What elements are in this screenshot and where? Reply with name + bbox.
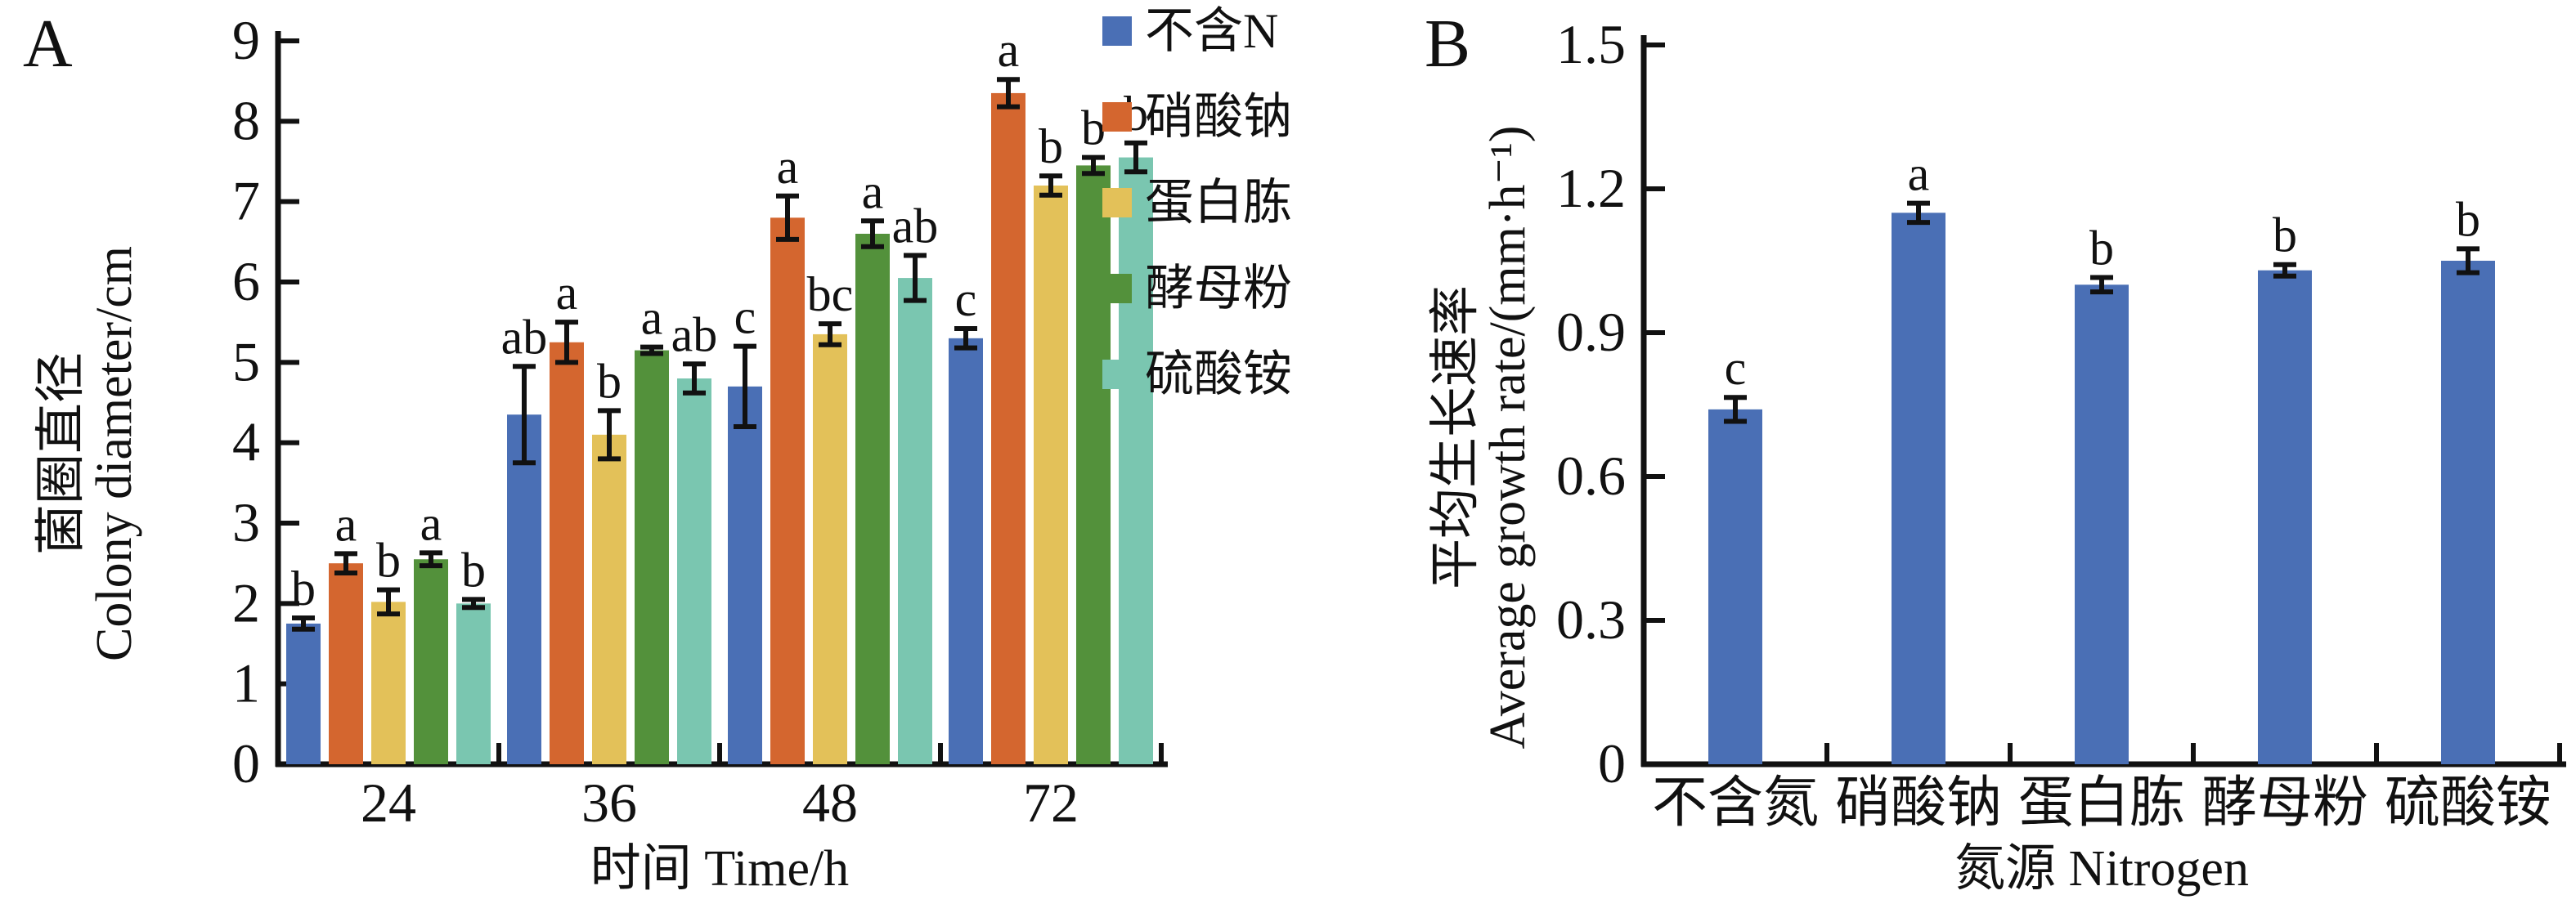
significance-letter: b bbox=[2273, 208, 2297, 262]
significance-letter: c bbox=[734, 290, 756, 344]
bar bbox=[635, 350, 669, 764]
bar bbox=[414, 559, 448, 764]
bar bbox=[1892, 213, 1945, 764]
x-category-label: 36 bbox=[581, 772, 637, 834]
y-tick-label: 2 bbox=[232, 571, 260, 633]
y-axis-title-en: Average growth rate/(mm·h⁻¹) bbox=[1480, 126, 1536, 750]
y-tick-label: 5 bbox=[232, 330, 260, 392]
panel-b-xaxis-title: 氮源 Nitrogen bbox=[1954, 841, 2249, 897]
legend-swatch bbox=[1102, 360, 1132, 389]
x-category-label: 24 bbox=[361, 772, 416, 834]
significance-letter: b bbox=[2089, 222, 2114, 275]
bar bbox=[2258, 270, 2312, 764]
legend-swatch bbox=[1102, 16, 1132, 46]
bar bbox=[677, 378, 711, 764]
significance-letter: a bbox=[777, 140, 799, 194]
bar bbox=[329, 563, 363, 764]
significance-letter: b bbox=[2456, 192, 2480, 246]
significance-letter: ab bbox=[671, 307, 718, 361]
bar bbox=[813, 333, 847, 765]
y-tick-label: 0 bbox=[1598, 732, 1626, 794]
x-category-label: 硫酸铵 bbox=[2385, 772, 2551, 834]
panel-a-label: A bbox=[23, 6, 73, 82]
legend-swatch bbox=[1102, 274, 1132, 303]
y-tick-label: 8 bbox=[232, 89, 260, 151]
y-tick-label: 1.5 bbox=[1556, 13, 1626, 75]
bar bbox=[550, 342, 584, 764]
significance-letter: a bbox=[1908, 147, 1930, 201]
legend-label: 蛋白胨 bbox=[1145, 176, 1292, 230]
x-category-label: 不含氮 bbox=[1652, 772, 1819, 834]
legend-swatch bbox=[1102, 188, 1132, 217]
bar bbox=[456, 603, 491, 764]
significance-letter: a bbox=[420, 496, 442, 550]
y-tick-label: 7 bbox=[232, 170, 260, 232]
y-tick-label: 4 bbox=[232, 411, 260, 473]
y-axis-title-en: Colony diameter/cm bbox=[87, 246, 142, 661]
significance-letter: a bbox=[862, 164, 884, 218]
bar bbox=[770, 217, 805, 764]
y-tick-label: 9 bbox=[232, 9, 260, 71]
significance-letter: b bbox=[597, 354, 622, 408]
significance-letter: b bbox=[376, 534, 401, 588]
x-category-label: 72 bbox=[1023, 772, 1079, 834]
x-category-label: 硝酸钠 bbox=[1835, 772, 2002, 834]
bar bbox=[855, 234, 890, 764]
y-tick-label: 0.3 bbox=[1556, 589, 1626, 651]
bar bbox=[2075, 284, 2129, 764]
bar bbox=[286, 623, 321, 764]
significance-letter: c bbox=[1725, 341, 1747, 395]
y-tick-label: 0.9 bbox=[1556, 301, 1626, 363]
y-tick-label: 1 bbox=[232, 652, 260, 714]
significance-letter: bc bbox=[807, 267, 854, 321]
bar bbox=[371, 602, 406, 764]
y-tick-label: 3 bbox=[232, 491, 260, 553]
y-tick-label: 0 bbox=[232, 732, 260, 794]
bar bbox=[592, 434, 626, 764]
bar bbox=[898, 278, 932, 764]
x-category-label: 48 bbox=[802, 772, 858, 834]
significance-letter: b bbox=[291, 562, 316, 615]
bar bbox=[1076, 165, 1111, 764]
bar bbox=[507, 414, 541, 764]
y-axis-title-cn: 菌圈直径 bbox=[34, 352, 89, 555]
significance-letter: a bbox=[998, 23, 1020, 77]
legend-label: 不含N bbox=[1145, 4, 1278, 58]
significance-letter: b bbox=[1081, 101, 1106, 155]
bar bbox=[1119, 157, 1153, 765]
panel-a-xaxis-title: 时间 Time/h bbox=[590, 841, 850, 897]
bar bbox=[1034, 186, 1068, 764]
significance-letter: a bbox=[335, 497, 357, 551]
significance-letter: b bbox=[1039, 119, 1063, 173]
bar bbox=[2441, 261, 2495, 764]
significance-letter: a bbox=[641, 291, 663, 345]
significance-letter: c bbox=[955, 272, 977, 326]
significance-letter: a bbox=[556, 266, 578, 320]
legend-label: 酵母粉 bbox=[1145, 262, 1292, 316]
panel-b-label: B bbox=[1425, 6, 1471, 82]
bar bbox=[991, 92, 1025, 764]
legend-label: 硫酸铵 bbox=[1145, 347, 1292, 401]
bar bbox=[728, 386, 762, 764]
x-category-label: 酵母粉 bbox=[2201, 772, 2368, 834]
bar bbox=[949, 338, 983, 764]
y-tick-label: 6 bbox=[232, 250, 260, 312]
bar bbox=[1708, 409, 1762, 764]
significance-letter: ab bbox=[501, 310, 548, 364]
y-tick-label: 1.2 bbox=[1556, 157, 1626, 219]
y-axis-title-cn: 平均生长速率 bbox=[1428, 285, 1483, 589]
y-tick-label: 0.6 bbox=[1556, 445, 1626, 507]
significance-letter: ab bbox=[892, 199, 939, 253]
x-category-label: 蛋白胨 bbox=[2018, 772, 2185, 834]
significance-letter: b bbox=[461, 543, 486, 597]
legend-label: 硝酸钠 bbox=[1145, 90, 1292, 144]
legend-swatch bbox=[1102, 102, 1132, 132]
